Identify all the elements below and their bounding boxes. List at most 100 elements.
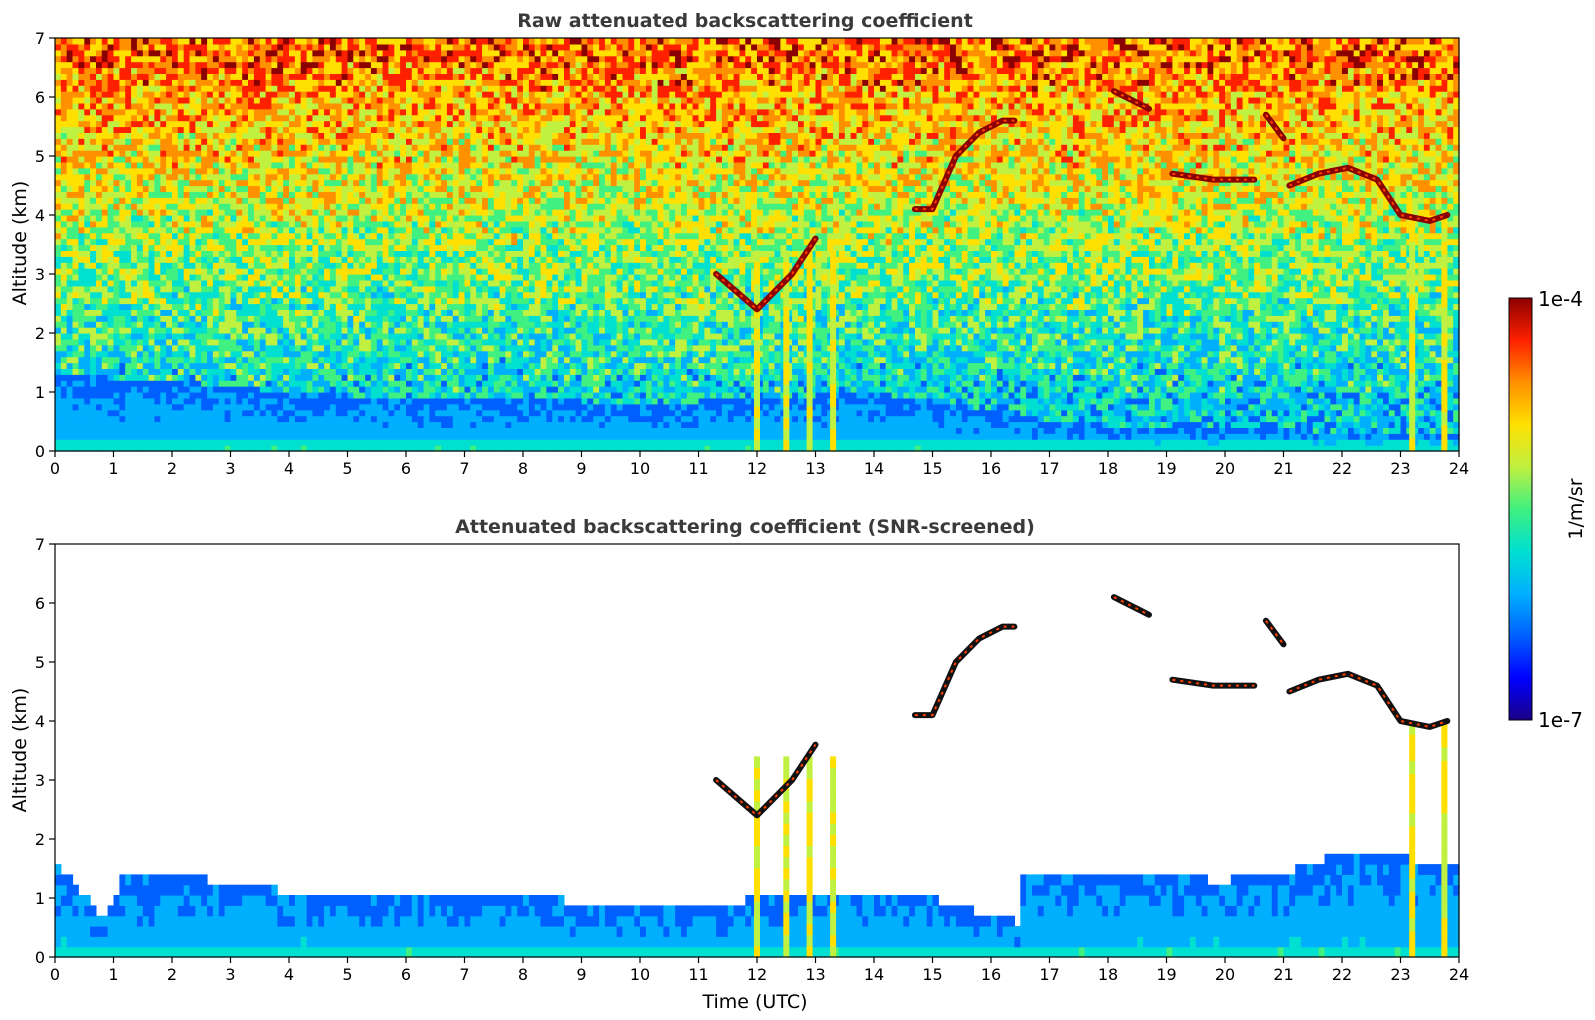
heatmap-cell [446, 374, 454, 381]
heatmap-cell [441, 321, 448, 328]
heatmap-cell [136, 350, 144, 358]
heatmap-cell [289, 380, 296, 387]
heatmap-cell [78, 344, 85, 352]
heatmap-cell [242, 215, 249, 222]
heatmap-cell [230, 150, 237, 157]
heatmap-cell [370, 238, 378, 246]
heatmap-cell [242, 161, 249, 169]
heatmap-cell [236, 433, 243, 440]
heatmap-cell [347, 67, 354, 74]
heatmap-cell [423, 321, 430, 328]
heatmap-cell [160, 179, 167, 187]
heatmap-cell [78, 321, 85, 328]
heatmap-cell [347, 91, 354, 98]
heatmap-cell [107, 415, 114, 423]
heatmap-cell [195, 79, 202, 86]
heatmap-cell [136, 433, 144, 440]
heatmap-cell [400, 386, 407, 393]
heatmap-cell [142, 108, 150, 116]
heatmap-cell [183, 356, 191, 364]
heatmap-cell [283, 161, 290, 169]
heatmap-cell [289, 344, 296, 352]
heatmap-cell [400, 126, 407, 133]
heatmap-cell [324, 191, 331, 198]
heatmap-cell [382, 97, 389, 104]
heatmap-cell [236, 250, 243, 257]
heatmap-cell [107, 173, 114, 181]
heatmap-cell [370, 91, 378, 98]
heatmap-cell [259, 344, 267, 352]
heatmap-cell [72, 321, 79, 328]
heatmap-cell [271, 279, 278, 287]
heatmap-cell [189, 132, 196, 139]
heatmap-cell [329, 433, 337, 440]
heatmap-cell [253, 433, 261, 440]
heatmap-cell [429, 126, 436, 133]
heatmap-cell [66, 61, 74, 69]
heatmap-cell [177, 85, 185, 92]
heatmap-cell [253, 338, 261, 346]
heatmap-cell [84, 356, 91, 364]
heatmap-cell [265, 209, 272, 216]
heatmap-cell [96, 421, 103, 428]
heatmap-cell [242, 397, 249, 405]
heatmap-cell [154, 226, 161, 234]
heatmap-cell [195, 409, 202, 417]
heatmap-cell [119, 380, 126, 387]
heatmap-cell [142, 321, 150, 328]
heatmap-cell [441, 415, 448, 423]
heatmap-cell [154, 397, 161, 405]
heatmap-cell [306, 256, 313, 263]
heatmap-cell [177, 209, 185, 216]
heatmap-cell [335, 179, 343, 187]
heatmap-cell [452, 150, 460, 157]
heatmap-cell [212, 132, 220, 139]
heatmap-cell [394, 91, 401, 98]
heatmap-cell [329, 303, 337, 310]
heatmap-cell [458, 439, 466, 446]
heatmap-cell [441, 409, 448, 417]
heatmap-cell [388, 150, 395, 157]
heatmap-cell [160, 333, 167, 340]
heatmap-cell [248, 185, 255, 192]
heatmap-cell [60, 397, 68, 405]
heatmap-cell [318, 156, 325, 163]
heatmap-cell [435, 85, 442, 92]
heatmap-cell [423, 173, 430, 181]
heatmap-cell [429, 156, 436, 163]
heatmap-cell [400, 403, 407, 411]
heatmap-cell [160, 291, 167, 299]
heatmap-cell [224, 238, 231, 246]
heatmap-cell [277, 185, 284, 192]
heatmap-cell [388, 185, 395, 192]
heatmap-cell [347, 374, 354, 381]
heatmap-cell [160, 397, 167, 405]
heatmap-cell [166, 409, 173, 417]
heatmap-cell [365, 380, 372, 387]
heatmap-cell [72, 274, 79, 281]
heatmap-cell [329, 291, 337, 299]
heatmap-cell [411, 232, 419, 240]
heatmap-cell [90, 374, 97, 381]
heatmap-cell [84, 415, 91, 423]
heatmap-cell [283, 85, 290, 92]
heatmap-cell [277, 132, 284, 139]
heatmap-cell [113, 61, 120, 69]
heatmap-cell [101, 333, 109, 340]
heatmap-cell [154, 102, 161, 110]
heatmap-cell [394, 226, 401, 234]
heatmap-cell [458, 445, 466, 452]
heatmap-cell [300, 333, 308, 340]
heatmap-cell [212, 209, 220, 216]
heatmap-cell [201, 392, 208, 399]
heatmap-cell [78, 362, 85, 369]
heatmap-cell [183, 291, 191, 299]
heatmap-cell [417, 79, 425, 86]
heatmap-cell [90, 232, 97, 240]
heatmap-cell [107, 126, 114, 133]
heatmap-cell [96, 138, 103, 145]
heatmap-cell [400, 38, 407, 45]
heatmap-cell [452, 138, 460, 145]
heatmap-cell [324, 392, 331, 399]
heatmap-cell [242, 303, 249, 310]
